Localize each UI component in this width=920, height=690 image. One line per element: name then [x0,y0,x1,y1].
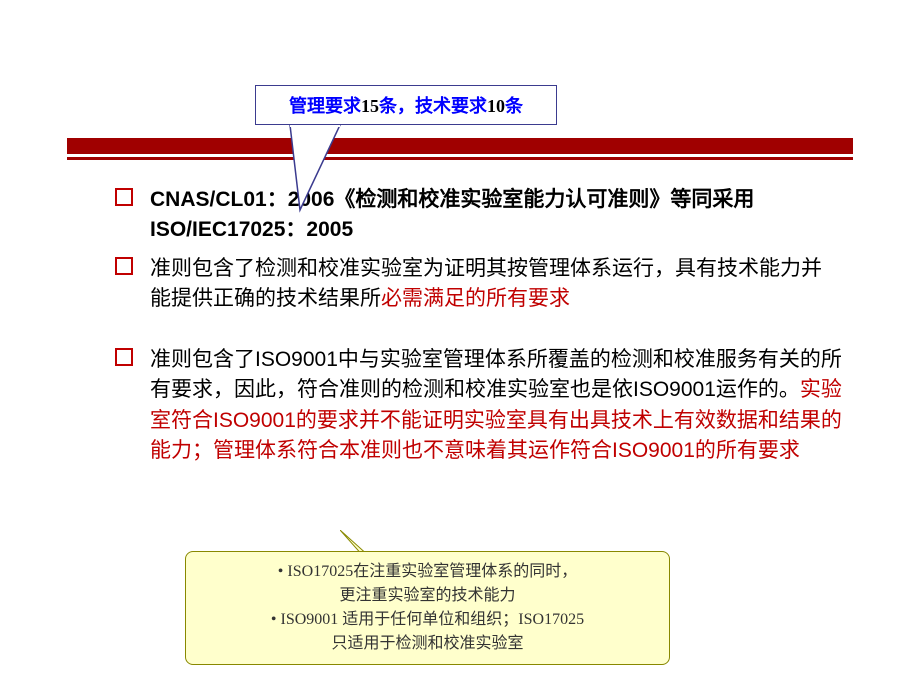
yellow-line-2: 更注重实验室的技术能力 [200,584,655,608]
callout-suffix: 条 [505,96,523,116]
bullet-2: 准则包含了检测和校准实验室为证明其按管理体系运行，具有技术能力并能提供正确的技术… [115,254,842,315]
callout-prefix: 管理要求 [289,96,361,116]
bullet-marker-icon [115,348,133,366]
bullet-marker-icon [115,188,133,206]
thick-bar [67,138,853,154]
yellow-line-4: 只适用于检测和校准实验室 [200,632,655,656]
bullet-2-text: 准则包含了检测和校准实验室为证明其按管理体系运行，具有技术能力并能提供正确的技术… [150,254,842,315]
bullet-3-pre: 准则包含了ISO9001中与实验室管理体系所覆盖的检测和校准服务有关的所有要求，… [150,348,842,401]
callout-mid: 条，技术要求 [379,96,487,116]
bullet-1-text: CNAS/CL01：2006《检测和校准实验室能力认可准则》等同采用ISO/IE… [150,185,842,246]
bullet-2-red: 必需满足的所有要求 [381,287,570,310]
content-area: CNAS/CL01：2006《检测和校准实验室能力认可准则》等同采用ISO/IE… [115,185,842,475]
thin-bar [67,157,853,160]
callout-tail-icon [280,125,350,225]
bullet-marker-icon [115,257,133,275]
callout-num2: 10 [487,96,505,116]
callout-text: 管理要求15条，技术要求10条 [289,92,523,118]
slide-container: 管理要求15条，技术要求10条 CNAS/CL01：2006《检测和校准实验室能… [0,0,920,690]
yellow-text: ISO17025在注重实验室管理体系的同时， 更注重实验室的技术能力 ISO90… [200,560,655,656]
divider-bars [67,138,853,160]
yellow-callout: ISO17025在注重实验室管理体系的同时， 更注重实验室的技术能力 ISO90… [185,551,670,665]
callout-num1: 15 [361,96,379,116]
yellow-line-3: ISO9001 适用于任何单位和组织；ISO17025 [200,608,655,632]
yellow-line-1: ISO17025在注重实验室管理体系的同时， [200,560,655,584]
bullet-1: CNAS/CL01：2006《检测和校准实验室能力认可准则》等同采用ISO/IE… [115,185,842,246]
bullet-1-body: CNAS/CL01：2006《检测和校准实验室能力认可准则》等同采用ISO/IE… [150,188,754,241]
bullet-3-text: 准则包含了ISO9001中与实验室管理体系所覆盖的检测和校准服务有关的所有要求，… [150,345,842,467]
callout-box: 管理要求15条，技术要求10条 [255,85,557,125]
bullet-3: 准则包含了ISO9001中与实验室管理体系所覆盖的检测和校准服务有关的所有要求，… [115,345,842,467]
bullet-3-tail: 1的所有要求 [683,439,800,462]
